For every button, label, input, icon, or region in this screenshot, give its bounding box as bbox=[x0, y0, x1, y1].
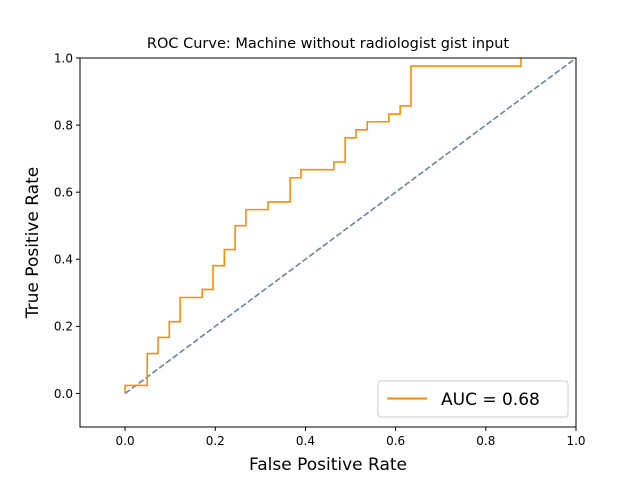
x-tick-label: 0.2 bbox=[206, 434, 225, 448]
legend-label: AUC = 0.68 bbox=[441, 390, 540, 410]
chance-diagonal-line bbox=[124, 57, 577, 395]
plot-series bbox=[124, 57, 577, 395]
y-tick-label: 1.0 bbox=[54, 51, 73, 65]
plot-frame bbox=[79, 57, 577, 428]
legend: AUC = 0.68 bbox=[377, 380, 569, 418]
roc-curve-line bbox=[124, 58, 522, 394]
legend-box bbox=[377, 380, 569, 418]
y-axis-ticks: 0.0 0.2 0.4 0.6 0.8 1.0 bbox=[54, 51, 80, 401]
x-tick-label: 0.0 bbox=[116, 434, 135, 448]
y-tick-label: 0.6 bbox=[54, 185, 73, 199]
chart-title: ROC Curve: Machine without radiologist g… bbox=[147, 36, 510, 52]
x-axis-label: False Positive Rate bbox=[249, 455, 407, 475]
x-tick-label: 0.4 bbox=[296, 434, 315, 448]
y-tick-label: 0.8 bbox=[54, 118, 73, 132]
x-axis-ticks: 0.0 0.2 0.4 0.6 0.8 1.0 bbox=[116, 427, 586, 448]
y-axis-label: True Positive Rate bbox=[23, 167, 43, 319]
x-tick-label: 1.0 bbox=[566, 434, 585, 448]
x-tick-label: 0.6 bbox=[386, 434, 405, 448]
y-tick-label: 0.4 bbox=[54, 253, 73, 267]
x-tick-label: 0.8 bbox=[476, 434, 495, 448]
y-tick-label: 0.0 bbox=[54, 387, 73, 401]
y-tick-label: 0.2 bbox=[54, 320, 73, 334]
